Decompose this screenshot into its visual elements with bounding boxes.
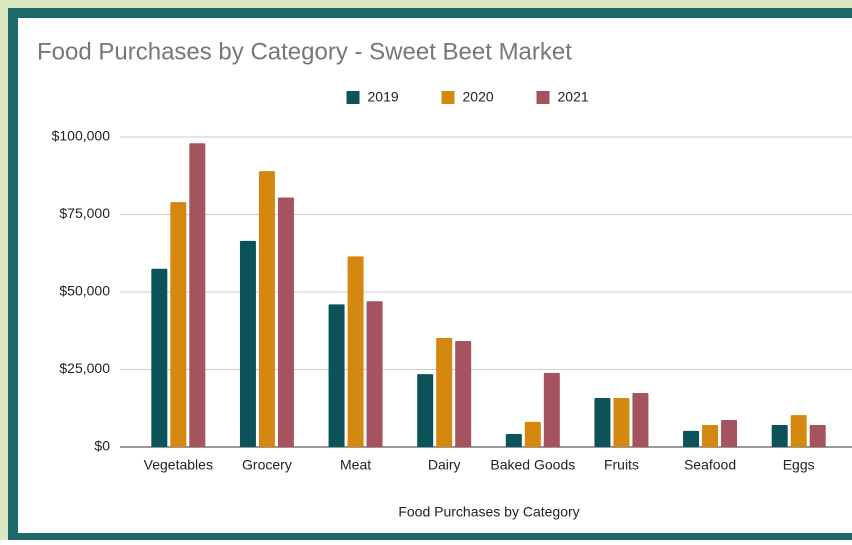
x-tick-label: Dairy bbox=[428, 457, 461, 473]
legend-swatch bbox=[536, 91, 550, 104]
bar bbox=[170, 202, 187, 447]
chart-title: Food Purchases by Category - Sweet Beet … bbox=[37, 38, 572, 65]
bar bbox=[594, 398, 611, 447]
x-tick-label: Fruits bbox=[604, 457, 639, 473]
bar bbox=[702, 424, 719, 447]
bar bbox=[683, 430, 700, 447]
x-tick-label: Seafood bbox=[684, 457, 736, 473]
x-tick-label: Eggs bbox=[783, 457, 815, 473]
bar bbox=[151, 268, 168, 447]
bar bbox=[366, 301, 383, 447]
legend-label: 2020 bbox=[463, 89, 494, 105]
bar bbox=[436, 337, 453, 447]
y-tick-label: $100,000 bbox=[52, 128, 111, 144]
bar bbox=[239, 240, 256, 447]
bar bbox=[347, 256, 364, 447]
bar bbox=[771, 424, 788, 447]
bar bbox=[809, 424, 826, 447]
x-axis-title: Food Purchases by Category bbox=[398, 504, 579, 520]
y-tick-label: $50,000 bbox=[59, 283, 110, 299]
bar bbox=[524, 421, 541, 447]
x-tick-label: Baked Goods bbox=[490, 457, 575, 473]
y-tick-label: $75,000 bbox=[59, 205, 110, 221]
y-tick-label: $25,000 bbox=[59, 360, 110, 376]
bar bbox=[417, 374, 434, 447]
bar bbox=[721, 420, 738, 447]
bar bbox=[505, 433, 522, 447]
legend-swatch bbox=[441, 91, 455, 104]
legend-swatch bbox=[346, 91, 360, 104]
x-tick-label: Grocery bbox=[242, 457, 292, 473]
x-tick-label: Vegetables bbox=[144, 457, 213, 473]
y-tick-label: $0 bbox=[94, 438, 110, 454]
bar bbox=[613, 398, 630, 447]
bar bbox=[543, 372, 560, 447]
bar bbox=[632, 393, 649, 447]
bar bbox=[258, 171, 275, 447]
bar bbox=[790, 415, 807, 447]
bar bbox=[455, 340, 472, 447]
bar bbox=[328, 304, 345, 447]
bar bbox=[277, 197, 294, 447]
legend-label: 2021 bbox=[558, 89, 589, 105]
legend-label: 2019 bbox=[368, 89, 399, 105]
x-tick-label: Meat bbox=[340, 457, 371, 473]
bar bbox=[189, 143, 206, 447]
